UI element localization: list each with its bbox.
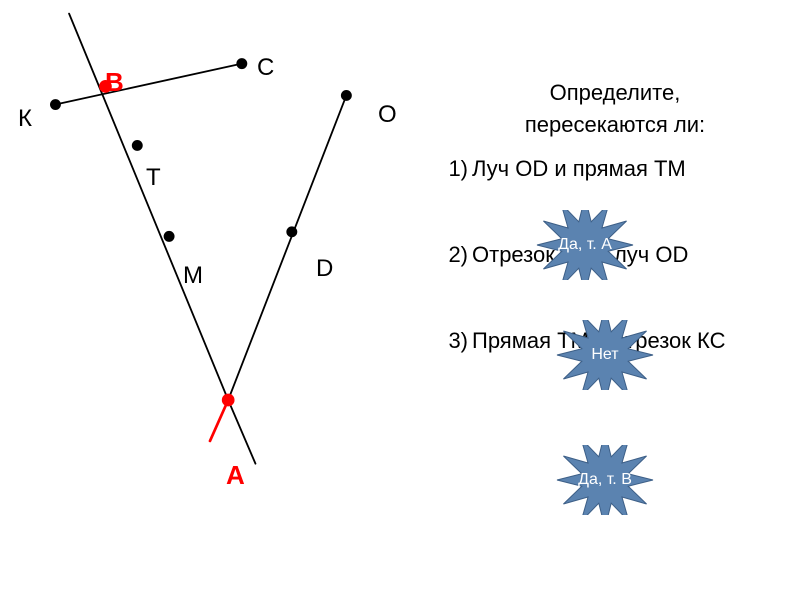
geometry-diagram [0,0,420,500]
point-label-M: М [183,262,203,290]
point-label-A: А [226,460,245,491]
point-label-K: К [18,105,32,133]
point-label-D: D [316,255,333,283]
item-text: Луч OD и прямая ТМ [472,156,686,181]
answer-burst-1: Да, т. А [520,210,650,280]
point-label-B: В [105,67,124,98]
item-number: 2) [440,242,468,268]
point-label-C: С [257,54,274,82]
title-line-1: Определите, [440,80,790,106]
item-number: 1) [440,156,468,182]
answer-burst-2: Нет [540,320,670,390]
item-number: 3) [440,328,468,354]
answer-text: Нет [591,346,618,364]
answer-burst-3: Да, т. В [540,445,670,515]
question-item-1: 1)Луч OD и прямая ТМ [440,156,790,182]
title-line-2: пересекаются ли: [440,112,790,138]
point-label-T: Т [146,164,161,192]
point-label-O: О [378,101,397,129]
answer-text: Да, т. А [558,236,612,254]
answer-text: Да, т. В [578,471,632,489]
